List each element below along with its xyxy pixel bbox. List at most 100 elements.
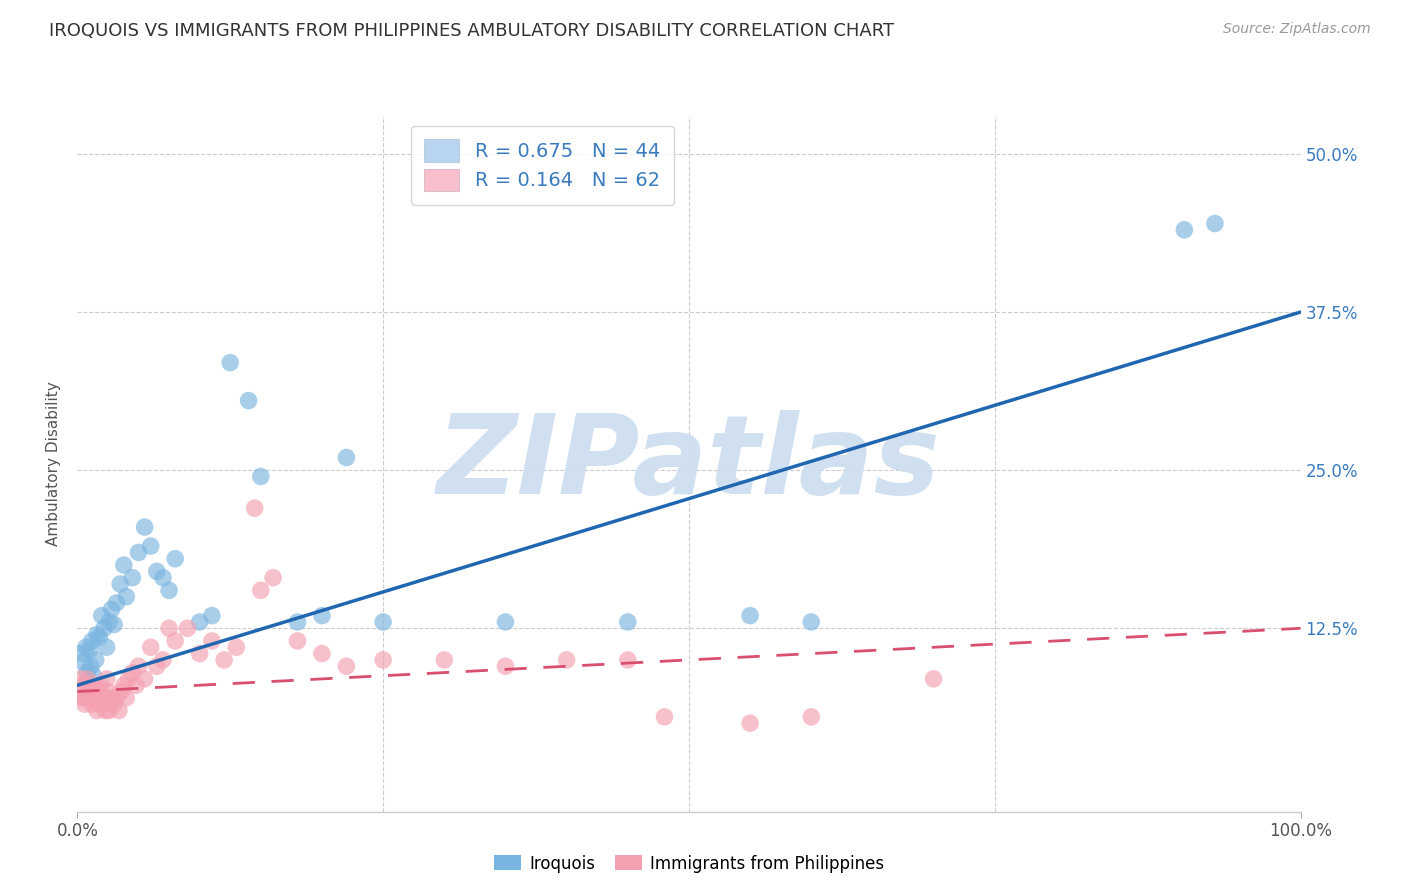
Point bbox=[157, 621, 180, 635]
Point bbox=[617, 615, 640, 629]
Point bbox=[83, 678, 105, 692]
Point bbox=[250, 469, 273, 483]
Point bbox=[495, 615, 517, 629]
Point bbox=[800, 615, 823, 629]
Point bbox=[100, 690, 122, 705]
Point bbox=[70, 690, 93, 705]
Point bbox=[201, 634, 224, 648]
Point bbox=[115, 590, 138, 604]
Point bbox=[93, 621, 115, 635]
Point bbox=[139, 539, 162, 553]
Point bbox=[69, 672, 91, 686]
Point bbox=[495, 659, 517, 673]
Point bbox=[740, 716, 762, 731]
Point bbox=[127, 659, 149, 673]
Point bbox=[80, 690, 103, 705]
Point bbox=[121, 571, 143, 585]
Point bbox=[79, 642, 101, 657]
Point bbox=[617, 653, 640, 667]
Point bbox=[250, 583, 273, 598]
Point bbox=[75, 640, 97, 655]
Point bbox=[922, 672, 945, 686]
Point bbox=[188, 647, 211, 661]
Point bbox=[89, 630, 111, 644]
Point bbox=[311, 647, 333, 661]
Point bbox=[77, 684, 100, 698]
Point bbox=[73, 697, 96, 711]
Point bbox=[219, 356, 242, 370]
Point bbox=[371, 615, 394, 629]
Point bbox=[238, 393, 260, 408]
Point bbox=[127, 545, 149, 559]
Point bbox=[800, 710, 823, 724]
Point bbox=[98, 704, 121, 718]
Point bbox=[740, 608, 762, 623]
Point bbox=[433, 653, 456, 667]
Point bbox=[84, 653, 107, 667]
Point bbox=[1204, 217, 1226, 231]
Point bbox=[555, 653, 578, 667]
Point bbox=[134, 520, 156, 534]
Point bbox=[157, 583, 180, 598]
Point bbox=[82, 684, 104, 698]
Point bbox=[72, 678, 94, 692]
Point bbox=[146, 565, 169, 579]
Point bbox=[82, 668, 104, 682]
Point bbox=[125, 678, 148, 692]
Point bbox=[96, 672, 118, 686]
Point bbox=[115, 690, 138, 705]
Point bbox=[287, 615, 309, 629]
Point bbox=[90, 690, 112, 705]
Point bbox=[108, 577, 131, 591]
Point bbox=[262, 571, 284, 585]
Y-axis label: Ambulatory Disability: Ambulatory Disability bbox=[45, 382, 60, 546]
Point bbox=[371, 653, 394, 667]
Legend: Iroquois, Immigrants from Philippines: Iroquois, Immigrants from Philippines bbox=[488, 848, 890, 880]
Text: Source: ZipAtlas.com: Source: ZipAtlas.com bbox=[1223, 22, 1371, 37]
Point bbox=[90, 608, 112, 623]
Point bbox=[72, 656, 94, 670]
Point bbox=[80, 634, 103, 648]
Point bbox=[86, 704, 108, 718]
Legend: R = 0.675   N = 44, R = 0.164   N = 62: R = 0.675 N = 44, R = 0.164 N = 62 bbox=[411, 126, 673, 204]
Point bbox=[76, 665, 98, 680]
Point bbox=[79, 678, 101, 692]
Point bbox=[243, 501, 266, 516]
Point bbox=[90, 678, 112, 692]
Point bbox=[287, 634, 309, 648]
Point bbox=[176, 621, 198, 635]
Point bbox=[70, 647, 93, 661]
Point bbox=[89, 697, 111, 711]
Point bbox=[91, 697, 114, 711]
Point bbox=[84, 690, 107, 705]
Point bbox=[75, 690, 97, 705]
Point bbox=[654, 710, 676, 724]
Point bbox=[110, 684, 132, 698]
Point bbox=[108, 704, 131, 718]
Point bbox=[86, 627, 108, 641]
Point bbox=[105, 690, 128, 705]
Point bbox=[201, 608, 224, 623]
Point bbox=[139, 640, 162, 655]
Point bbox=[1173, 223, 1195, 237]
Point bbox=[134, 672, 156, 686]
Point bbox=[76, 672, 98, 686]
Point bbox=[87, 684, 110, 698]
Point bbox=[97, 684, 120, 698]
Point bbox=[225, 640, 247, 655]
Point bbox=[93, 690, 115, 705]
Point bbox=[70, 684, 93, 698]
Point bbox=[311, 608, 333, 623]
Point bbox=[105, 596, 128, 610]
Point bbox=[118, 672, 141, 686]
Point bbox=[146, 659, 169, 673]
Point bbox=[212, 653, 235, 667]
Point bbox=[80, 659, 103, 673]
Point bbox=[152, 571, 174, 585]
Point bbox=[335, 450, 357, 465]
Point bbox=[103, 617, 125, 632]
Point bbox=[96, 640, 118, 655]
Point bbox=[165, 634, 187, 648]
Point bbox=[188, 615, 211, 629]
Text: ZIPatlas: ZIPatlas bbox=[437, 410, 941, 517]
